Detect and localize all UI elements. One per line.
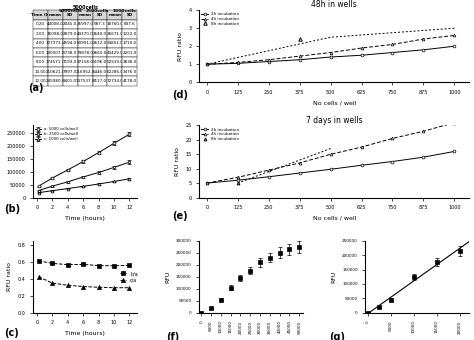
Line: b/a: b/a: [36, 259, 131, 268]
2h incubation: [359, 163, 365, 167]
2h incubation: [328, 167, 333, 171]
Text: (f): (f): [166, 332, 179, 340]
X-axis label: cells/well: cells/well: [403, 339, 432, 340]
4h incubation: [390, 42, 395, 47]
2h incubation: [204, 62, 210, 66]
2h incubation: [390, 159, 395, 164]
c/a: [65, 283, 71, 287]
Title: 48h in wells: 48h in wells: [311, 0, 357, 10]
Title: 7 days in wells: 7 days in wells: [306, 116, 363, 125]
2h incubation: [328, 55, 333, 59]
Legend: 2h incubation, 4h incubation, 8h incubation: 2h incubation, 4h incubation, 8h incubat…: [201, 128, 239, 141]
2h incubation: [452, 149, 457, 153]
Y-axis label: RFU: RFU: [331, 271, 337, 283]
Text: 2500cells: 2500cells: [86, 9, 109, 13]
Text: (g): (g): [329, 332, 345, 340]
4h incubation: [235, 175, 240, 180]
4h incubation: [390, 136, 395, 140]
b/a: [50, 261, 55, 266]
2h incubation: [235, 61, 240, 65]
4h incubation: [266, 168, 272, 172]
2h incubation: [452, 44, 457, 48]
2h incubation: [266, 175, 272, 179]
Y-axis label: RFU ratio: RFU ratio: [7, 262, 12, 291]
c/a: [96, 285, 101, 289]
Line: 2h incubation: 2h incubation: [205, 150, 456, 185]
X-axis label: No cells / well: No cells / well: [312, 100, 356, 105]
X-axis label: Time (hours): Time (hours): [65, 216, 105, 221]
4h incubation: [204, 62, 210, 66]
Line: 2h incubation: 2h incubation: [205, 45, 456, 66]
4h incubation: [359, 46, 365, 50]
4h incubation: [204, 181, 210, 185]
4h incubation: [420, 37, 426, 41]
Text: 5000cells: 5000cells: [72, 5, 98, 10]
Text: 5000cells: 5000cells: [59, 9, 82, 13]
b/a: [80, 262, 86, 267]
b/a: [65, 262, 71, 267]
Line: 4h incubation: 4h incubation: [205, 34, 456, 66]
Line: 4h incubation: 4h incubation: [205, 121, 456, 185]
b/a: [96, 264, 101, 268]
4h incubation: [452, 121, 457, 125]
2h incubation: [420, 155, 426, 159]
4h incubation: [297, 161, 302, 165]
Text: (b): (b): [4, 204, 20, 214]
c/a: [80, 285, 86, 289]
4h incubation: [297, 54, 302, 58]
2h incubation: [297, 171, 302, 175]
4h incubation: [328, 50, 333, 54]
4h incubation: [328, 152, 333, 156]
Y-axis label: RFU ratio: RFU ratio: [175, 147, 180, 176]
2h incubation: [390, 50, 395, 54]
2h incubation: [359, 53, 365, 57]
Text: 1000cells: 1000cells: [113, 9, 137, 13]
Y-axis label: Fluorescence in RFU: Fluorescence in RFU: [0, 134, 1, 189]
4h incubation: [359, 145, 365, 149]
Legend: a: 5000 cells/well, b: 2500 cells/well, c: 1000 cells/well: a: 5000 cells/well, b: 2500 cells/well, …: [35, 128, 78, 141]
b/a: [111, 264, 117, 268]
X-axis label: Time (hours): Time (hours): [65, 331, 105, 336]
4h incubation: [452, 33, 457, 37]
4h incubation: [235, 61, 240, 65]
2h incubation: [235, 178, 240, 182]
4h incubation: [266, 58, 272, 62]
2h incubation: [204, 181, 210, 185]
c/a: [111, 286, 117, 290]
Legend: 2h incubation, 4h incubation, 8h incubation: 2h incubation, 4h incubation, 8h incubat…: [201, 12, 239, 26]
X-axis label: No cells / well: No cells / well: [312, 216, 356, 221]
Text: (d): (d): [173, 90, 188, 100]
Text: (e): (e): [173, 211, 188, 221]
4h incubation: [420, 129, 426, 133]
Y-axis label: RFU: RFU: [165, 271, 170, 283]
b/a: [36, 259, 41, 263]
Legend: b/a, c/a: b/a, c/a: [118, 269, 140, 285]
c/a: [36, 275, 41, 279]
Text: (c): (c): [4, 328, 19, 338]
X-axis label: cells/well: cells/well: [237, 339, 265, 340]
c/a: [127, 286, 132, 290]
2h incubation: [297, 58, 302, 62]
Text: (a): (a): [28, 83, 44, 93]
b/a: [127, 264, 132, 268]
Line: c/a: c/a: [36, 275, 131, 290]
2h incubation: [420, 48, 426, 52]
c/a: [50, 281, 55, 285]
Y-axis label: RFU ratio: RFU ratio: [178, 32, 183, 61]
2h incubation: [266, 59, 272, 64]
